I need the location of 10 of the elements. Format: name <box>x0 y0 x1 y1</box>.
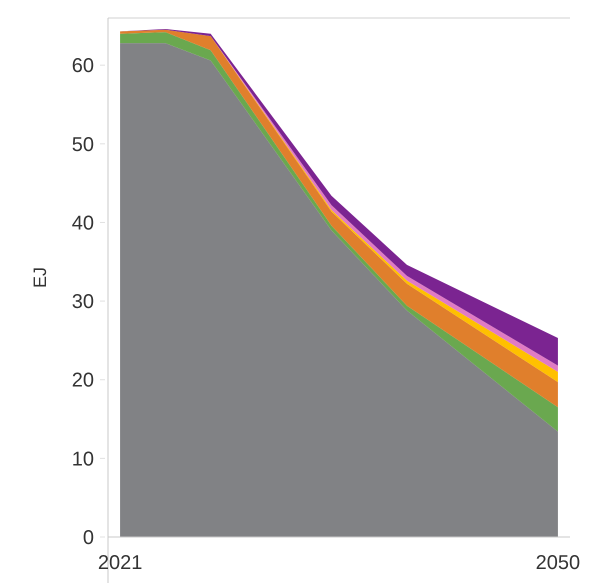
x-tick-label: 2021 <box>98 552 142 574</box>
y-axis-title: EJ <box>30 266 50 288</box>
y-tick-label: 50 <box>72 134 94 156</box>
y-tick-label: 40 <box>72 212 94 234</box>
x-tick-label: 2050 <box>536 552 580 574</box>
y-tick-label: 30 <box>72 291 94 314</box>
y-tick-label: 10 <box>72 448 94 470</box>
y-tick-label: 0 <box>82 527 94 549</box>
y-tick-label: 60 <box>72 55 94 78</box>
y-tick-label: 20 <box>72 370 94 392</box>
